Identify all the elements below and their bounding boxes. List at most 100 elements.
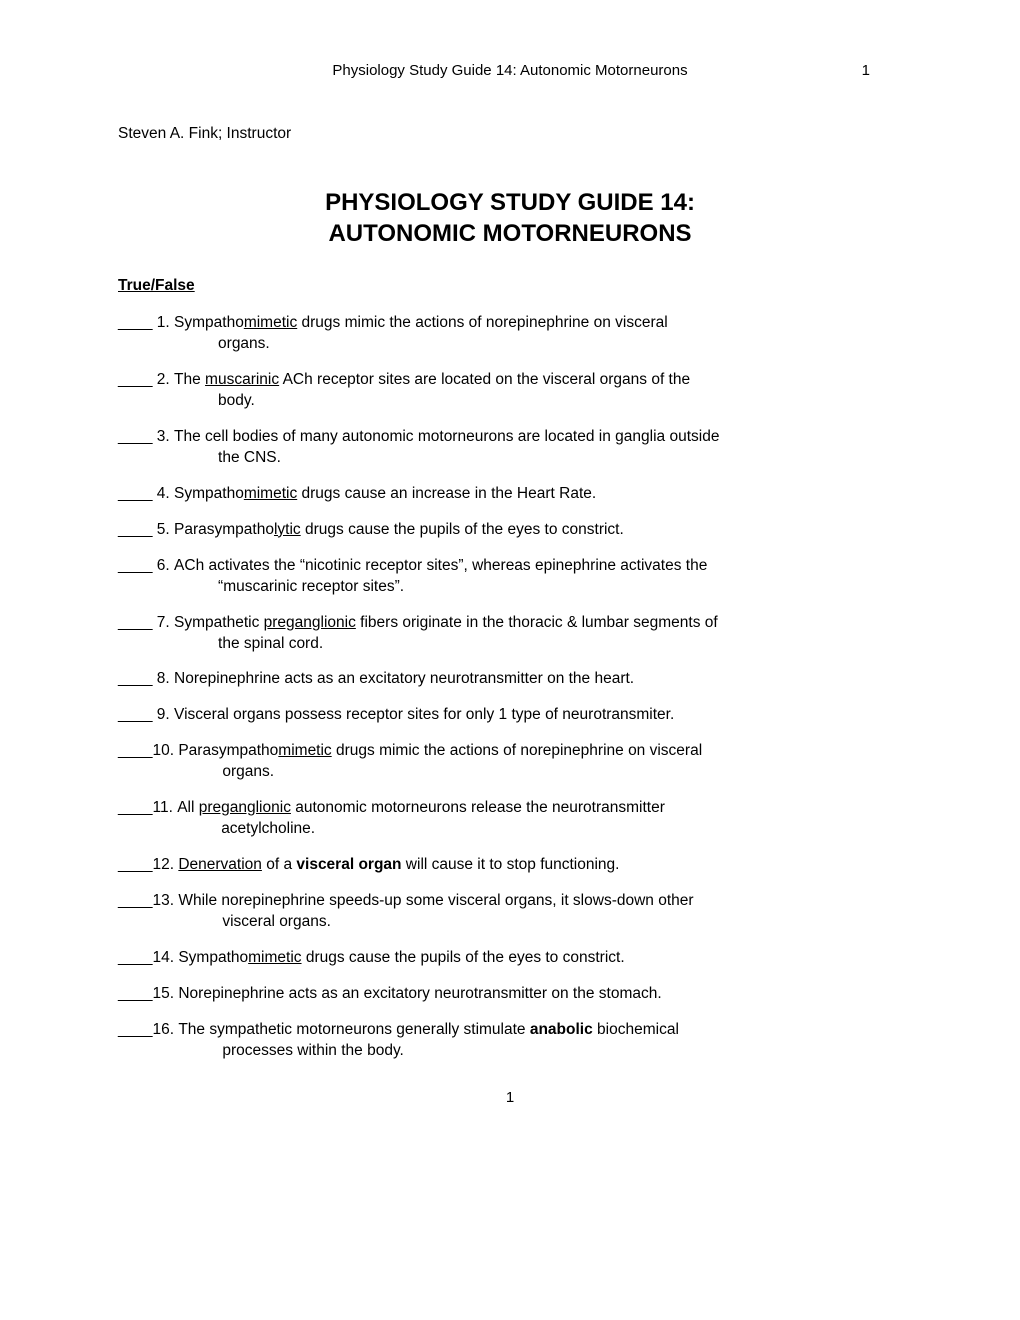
question-text-segment: The cell bodies of many autonomic motorn… <box>174 428 719 445</box>
answer-blank[interactable]: ____ <box>118 313 157 355</box>
question-text-segment: Norepinephrine acts as an excitatory neu… <box>174 670 634 687</box>
questions-list: ____ 1. Sympathomimetic drugs mimic the … <box>118 313 902 1061</box>
answer-blank[interactable]: ____ <box>118 891 152 933</box>
question-text: The sympathetic motorneurons generally s… <box>178 1020 679 1062</box>
question-text: All preganglionic autonomic motorneurons… <box>177 798 665 840</box>
footer-page-number: 1 <box>118 1089 902 1106</box>
question-number: 16. <box>152 1020 178 1062</box>
question-text: Sympathetic preganglionic fibers origina… <box>174 613 718 655</box>
question-text-segment: ACh activates the “nicotinic receptor si… <box>174 557 707 574</box>
question-text: Parasympathomimetic drugs mimic the acti… <box>178 741 702 783</box>
question-item: ____14. Sympathomimetic drugs cause the … <box>118 948 902 969</box>
answer-blank[interactable]: ____ <box>118 705 157 726</box>
question-text: While norepinephrine speeds-up some visc… <box>178 891 693 933</box>
question-text-segment: muscarinic <box>205 371 279 388</box>
question-text-segment: Sympathetic <box>174 614 264 631</box>
question-item: ____15. Norepinephrine acts as an excita… <box>118 984 902 1005</box>
answer-blank[interactable]: ____ <box>118 484 157 505</box>
question-text-segment: Sympatho <box>174 314 244 331</box>
question-text-segment: mimetic <box>248 949 301 966</box>
question-text-segment: lytic <box>274 521 301 538</box>
question-text: ACh activates the “nicotinic receptor si… <box>174 556 707 598</box>
question-text-segment: autonomic motorneurons release the neuro… <box>291 799 665 816</box>
answer-blank[interactable]: ____ <box>118 669 157 690</box>
question-text-segment: biochemical <box>593 1021 679 1038</box>
answer-blank[interactable]: ____ <box>118 798 152 840</box>
question-item: ____ 6. ACh activates the “nicotinic rec… <box>118 556 902 598</box>
question-number: 4. <box>157 484 174 505</box>
question-text-segment: ACh receptor sites are located on the vi… <box>279 371 690 388</box>
question-text-segment: drugs mimic the actions of norepinephrin… <box>297 314 667 331</box>
question-item: ____ 7. Sympathetic preganglionic fibers… <box>118 613 902 655</box>
question-text-segment: drugs cause the pupils of the eyes to co… <box>301 521 624 538</box>
question-text: Sympathomimetic drugs cause the pupils o… <box>178 948 624 969</box>
question-item: ____ 8. Norepinephrine acts as an excita… <box>118 669 902 690</box>
answer-blank[interactable]: ____ <box>118 948 152 969</box>
question-item: ____12. Denervation of a visceral organ … <box>118 855 902 876</box>
question-text-continuation: the CNS. <box>174 448 719 469</box>
answer-blank[interactable]: ____ <box>118 520 157 541</box>
question-number: 5. <box>157 520 174 541</box>
answer-blank[interactable]: ____ <box>118 984 152 1005</box>
question-text-segment: Parasympatho <box>174 521 274 538</box>
question-number: 15. <box>152 984 178 1005</box>
question-text-segment: anabolic <box>530 1021 593 1038</box>
question-item: ____ 4. Sympathomimetic drugs cause an i… <box>118 484 902 505</box>
question-item: ____10. Parasympathomimetic drugs mimic … <box>118 741 902 783</box>
question-number: 13. <box>152 891 178 933</box>
question-number: 10. <box>152 741 178 783</box>
question-item: ____13. While norepinephrine speeds-up s… <box>118 891 902 933</box>
question-text: Parasympatholytic drugs cause the pupils… <box>174 520 624 541</box>
question-text-continuation: visceral organs. <box>178 912 693 933</box>
running-title: Physiology Study Guide 14: Autonomic Mot… <box>332 62 687 79</box>
question-text-continuation: acetylcholine. <box>177 819 665 840</box>
question-number: 3. <box>157 427 174 469</box>
title-line-1: PHYSIOLOGY STUDY GUIDE 14: <box>118 187 902 218</box>
instructor-line: Steven A. Fink; Instructor <box>118 125 902 143</box>
answer-blank[interactable]: ____ <box>118 855 152 876</box>
question-text-segment: preganglionic <box>199 799 291 816</box>
question-text: Visceral organs possess receptor sites f… <box>174 705 674 726</box>
question-text-segment: Norepinephrine acts as an excitatory neu… <box>178 985 661 1002</box>
question-number: 9. <box>157 705 174 726</box>
question-text: Denervation of a visceral organ will cau… <box>178 855 619 876</box>
question-text-segment: Parasympatho <box>178 742 278 759</box>
question-number: 12. <box>152 855 178 876</box>
question-text: Sympathomimetic drugs mimic the actions … <box>174 313 668 355</box>
question-text-continuation: organs. <box>178 762 702 783</box>
answer-blank[interactable]: ____ <box>118 427 157 469</box>
question-text-continuation: organs. <box>174 334 668 355</box>
question-item: ____ 9. Visceral organs possess receptor… <box>118 705 902 726</box>
question-number: 8. <box>157 669 174 690</box>
question-number: 7. <box>157 613 174 655</box>
question-text-continuation: “muscarinic receptor sites”. <box>174 577 707 598</box>
question-text-segment: fibers originate in the thoracic & lumba… <box>356 614 718 631</box>
question-text-segment: The <box>174 371 205 388</box>
question-item: ____ 5. Parasympatholytic drugs cause th… <box>118 520 902 541</box>
answer-blank[interactable]: ____ <box>118 556 157 598</box>
question-text: Norepinephrine acts as an excitatory neu… <box>178 984 661 1005</box>
answer-blank[interactable]: ____ <box>118 370 157 412</box>
running-header: Physiology Study Guide 14: Autonomic Mot… <box>118 62 902 79</box>
question-item: ____11. All preganglionic autonomic moto… <box>118 798 902 840</box>
question-text: The cell bodies of many autonomic motorn… <box>174 427 719 469</box>
question-text-segment: of a <box>262 856 296 873</box>
question-number: 11. <box>152 798 177 840</box>
question-number: 2. <box>157 370 174 412</box>
question-text-segment: will cause it to stop functioning. <box>402 856 620 873</box>
title-line-2: AUTONOMIC MOTORNEURONS <box>118 218 902 249</box>
question-number: 1. <box>157 313 174 355</box>
question-text-segment: While norepinephrine speeds-up some visc… <box>178 892 693 909</box>
answer-blank[interactable]: ____ <box>118 741 152 783</box>
question-text-segment: mimetic <box>244 314 297 331</box>
question-text: Sympathomimetic drugs cause an increase … <box>174 484 596 505</box>
answer-blank[interactable]: ____ <box>118 613 157 655</box>
question-text-segment: Denervation <box>178 856 262 873</box>
answer-blank[interactable]: ____ <box>118 1020 152 1062</box>
question-item: ____16. The sympathetic motorneurons gen… <box>118 1020 902 1062</box>
question-text-segment: Sympatho <box>174 485 244 502</box>
question-item: ____ 2. The muscarinic ACh receptor site… <box>118 370 902 412</box>
question-text-continuation: processes within the body. <box>178 1041 679 1062</box>
question-number: 14. <box>152 948 178 969</box>
question-text: The muscarinic ACh receptor sites are lo… <box>174 370 690 412</box>
